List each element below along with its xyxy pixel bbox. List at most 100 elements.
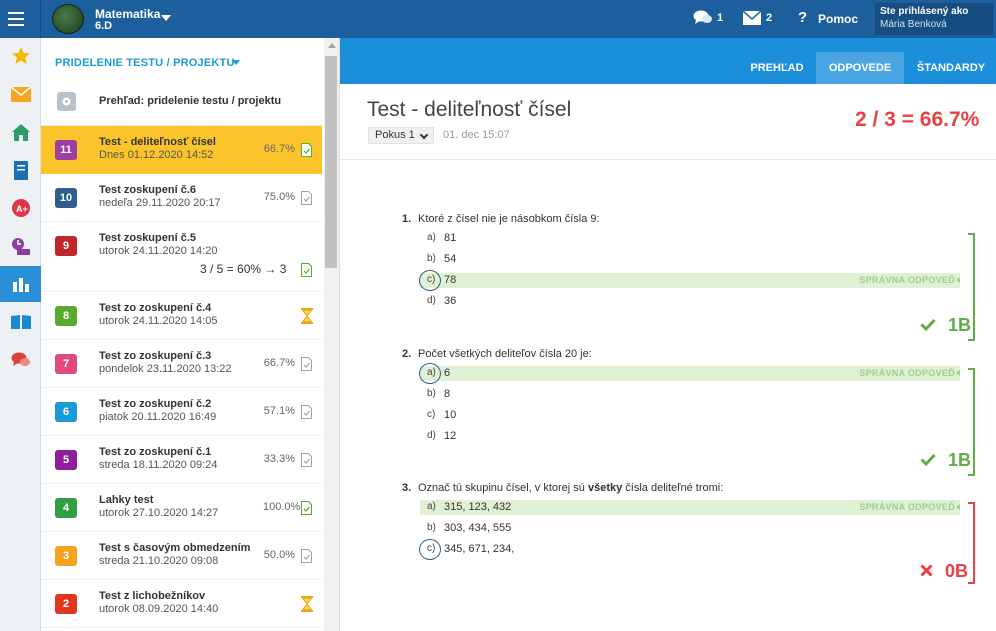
grade-icon: A+	[11, 199, 30, 217]
assignment-date: piatok 20.11.2020 16:49	[99, 411, 217, 423]
answer-option: c) 78 SPRÁVNA ODPOVEĎ	[419, 270, 960, 291]
assignment-item[interactable]: 7 Test zo zoskupení č.3 pondelok 23.11.202…	[41, 340, 322, 388]
assignment-item[interactable]: 9 Test zoskupení č.5 utorok 24.11.2020 14:…	[41, 222, 322, 292]
question-points: 1B	[920, 315, 971, 336]
assignment-number-badge: 3	[55, 546, 77, 566]
sidebar-item-favorites[interactable]	[0, 38, 41, 74]
chat-icon[interactable]	[693, 9, 713, 27]
answer-text: 12	[444, 430, 457, 442]
answer-text: 78	[444, 274, 457, 286]
document-icon[interactable]	[301, 549, 312, 563]
answer-letter: d)	[427, 430, 436, 441]
document-icon[interactable]	[301, 357, 312, 371]
answer-option: c) 10	[420, 408, 960, 423]
divider	[340, 159, 996, 160]
class-title[interactable]: Matematika	[95, 7, 161, 21]
assignment-panel: PRIDELENIE TESTU / PROJEKTU Prehľad: pri…	[41, 38, 340, 631]
document-check-icon[interactable]	[301, 501, 312, 515]
assignment-percent: 100.0%	[263, 501, 301, 513]
assignment-item[interactable]: 5 Test zo zoskupení č.1 streda 18.11.2020 …	[41, 436, 322, 484]
sidebar-item-messages[interactable]	[0, 76, 41, 112]
menu-icon[interactable]	[6, 7, 26, 31]
assignment-item[interactable]: 6 Test zo zoskupení č.2 piatok 20.11.2020 …	[41, 388, 322, 436]
sidebar: A+	[0, 38, 41, 631]
correct-answer-label: SPRÁVNA ODPOVEĎ	[859, 502, 955, 512]
envelope-icon[interactable]	[743, 11, 761, 25]
tab-overview[interactable]: PREHĽAD	[750, 62, 804, 74]
answer-letter: d)	[427, 295, 436, 306]
assignment-item[interactable]: 11 Test - deliteľnosť čísel Dnes 01.12.202…	[41, 126, 322, 174]
sidebar-item-statistics[interactable]	[0, 266, 41, 302]
sidebar-item-library[interactable]	[0, 304, 41, 340]
overview-item[interactable]: Prehľad: pridelenie testu / projektu	[41, 78, 322, 126]
answer-letter: a)	[427, 501, 436, 512]
bar-chart-icon	[12, 278, 29, 292]
answer-option: b) 54	[420, 252, 960, 267]
answer-letter: c)	[427, 409, 436, 420]
divider	[40, 0, 41, 38]
class-avatar[interactable]	[52, 4, 84, 34]
answer-letter: b)	[427, 522, 436, 533]
answer-letter: c)	[427, 274, 436, 285]
assignment-percent: 33.3%	[263, 453, 295, 465]
attempt-select[interactable]: Pokus 1	[368, 127, 434, 144]
assignment-item[interactable]: 4 Lahky test utorok 27.10.2020 14:27 100.0%	[41, 484, 322, 532]
user-prompt: Ste prihlásený ako	[880, 6, 969, 17]
question-text-part: Označ tú skupinu čísel, v ktorej sú	[418, 482, 588, 494]
answer-text: 8	[444, 388, 451, 400]
star-icon	[11, 47, 30, 64]
selected-answer-marker	[419, 363, 441, 384]
answer-text: 54	[444, 253, 457, 265]
attempt-date: 01. dec 15:07	[443, 129, 510, 141]
help-link[interactable]: Pomoc	[818, 12, 859, 26]
question-text: Počet všetkých deliteľov čísla 20 je:	[418, 348, 592, 360]
chevron-down-icon[interactable]	[232, 60, 240, 65]
points-value: 1B	[948, 450, 972, 470]
help-icon[interactable]: ?	[798, 9, 808, 26]
answer-option: d) 12	[420, 429, 960, 444]
document-check-icon[interactable]	[301, 143, 312, 157]
tab-answers[interactable]: ODPOVEDE	[816, 52, 904, 84]
sidebar-item-grades[interactable]: A+	[0, 190, 41, 226]
result-bracket	[968, 502, 975, 584]
answer-text: 315, 123, 432	[444, 501, 512, 513]
assignment-item[interactable]: 8 Test zo zoskupení č.4 utorok 24.11.2020 …	[41, 292, 322, 340]
document-icon[interactable]	[301, 453, 312, 467]
panel-header[interactable]: PRIDELENIE TESTU / PROJEKTU	[55, 57, 235, 69]
sidebar-item-home[interactable]	[0, 114, 41, 150]
book-icon	[10, 315, 31, 329]
user-box[interactable]: Ste prihlásený ako Mária Benková	[875, 3, 993, 35]
tab-standards[interactable]: ŠTANDARDY	[916, 62, 986, 74]
user-name: Mária Benková	[880, 19, 947, 30]
chevron-down-icon[interactable]	[161, 15, 171, 21]
assignment-item[interactable]: 3 Test s časovým obmedzením streda 21.10.2…	[41, 532, 322, 580]
answer-option: c) 345, 671, 234,	[419, 539, 960, 560]
assignment-percent: 57.1%	[263, 405, 295, 417]
document-check-icon[interactable]	[301, 263, 312, 277]
tab-bar: PREHĽAD ODPOVEDE ŠTANDARDY	[340, 38, 996, 84]
question-text: Ktoré z čísel nie je násobkom čísla 9:	[418, 213, 600, 225]
question-text-emphasis: všetky	[587, 482, 623, 494]
sidebar-item-discussion[interactable]	[0, 342, 41, 378]
document-icon[interactable]	[301, 405, 312, 419]
selected-answer-marker	[419, 270, 441, 291]
assignment-title: Test zo zoskupení č.1	[99, 446, 212, 458]
assignment-number-badge: 5	[55, 450, 77, 470]
question-number: 3.	[402, 482, 412, 494]
scrollbar-thumb[interactable]	[325, 56, 337, 268]
assignment-item[interactable]: 10 Test zoskupení č.6 nedeľa 29.11.2020 20…	[41, 174, 322, 222]
assignment-item[interactable]: 2 Test z lichobežníkov utorok 08.09.2020 1…	[41, 580, 322, 628]
answer-text: 345, 671, 234,	[444, 543, 515, 555]
scroll-up-arrow[interactable]	[328, 43, 336, 48]
sidebar-item-timeline[interactable]	[0, 228, 41, 264]
answer-option: a) 6 SPRÁVNA ODPOVEĎ	[419, 363, 960, 384]
class-subtitle[interactable]: 6.D	[95, 20, 113, 32]
sidebar-item-notebook[interactable]	[0, 152, 41, 188]
assignment-date: nedeľa 29.11.2020 20:17	[99, 197, 221, 209]
assignment-number-badge: 2	[55, 594, 77, 614]
answer-text: 81	[444, 232, 457, 244]
assignment-title: Test zo zoskupení č.2	[99, 398, 212, 410]
document-icon[interactable]	[301, 191, 312, 205]
discussion-icon	[11, 352, 30, 366]
assignment-percent: 66.7%	[263, 143, 295, 155]
